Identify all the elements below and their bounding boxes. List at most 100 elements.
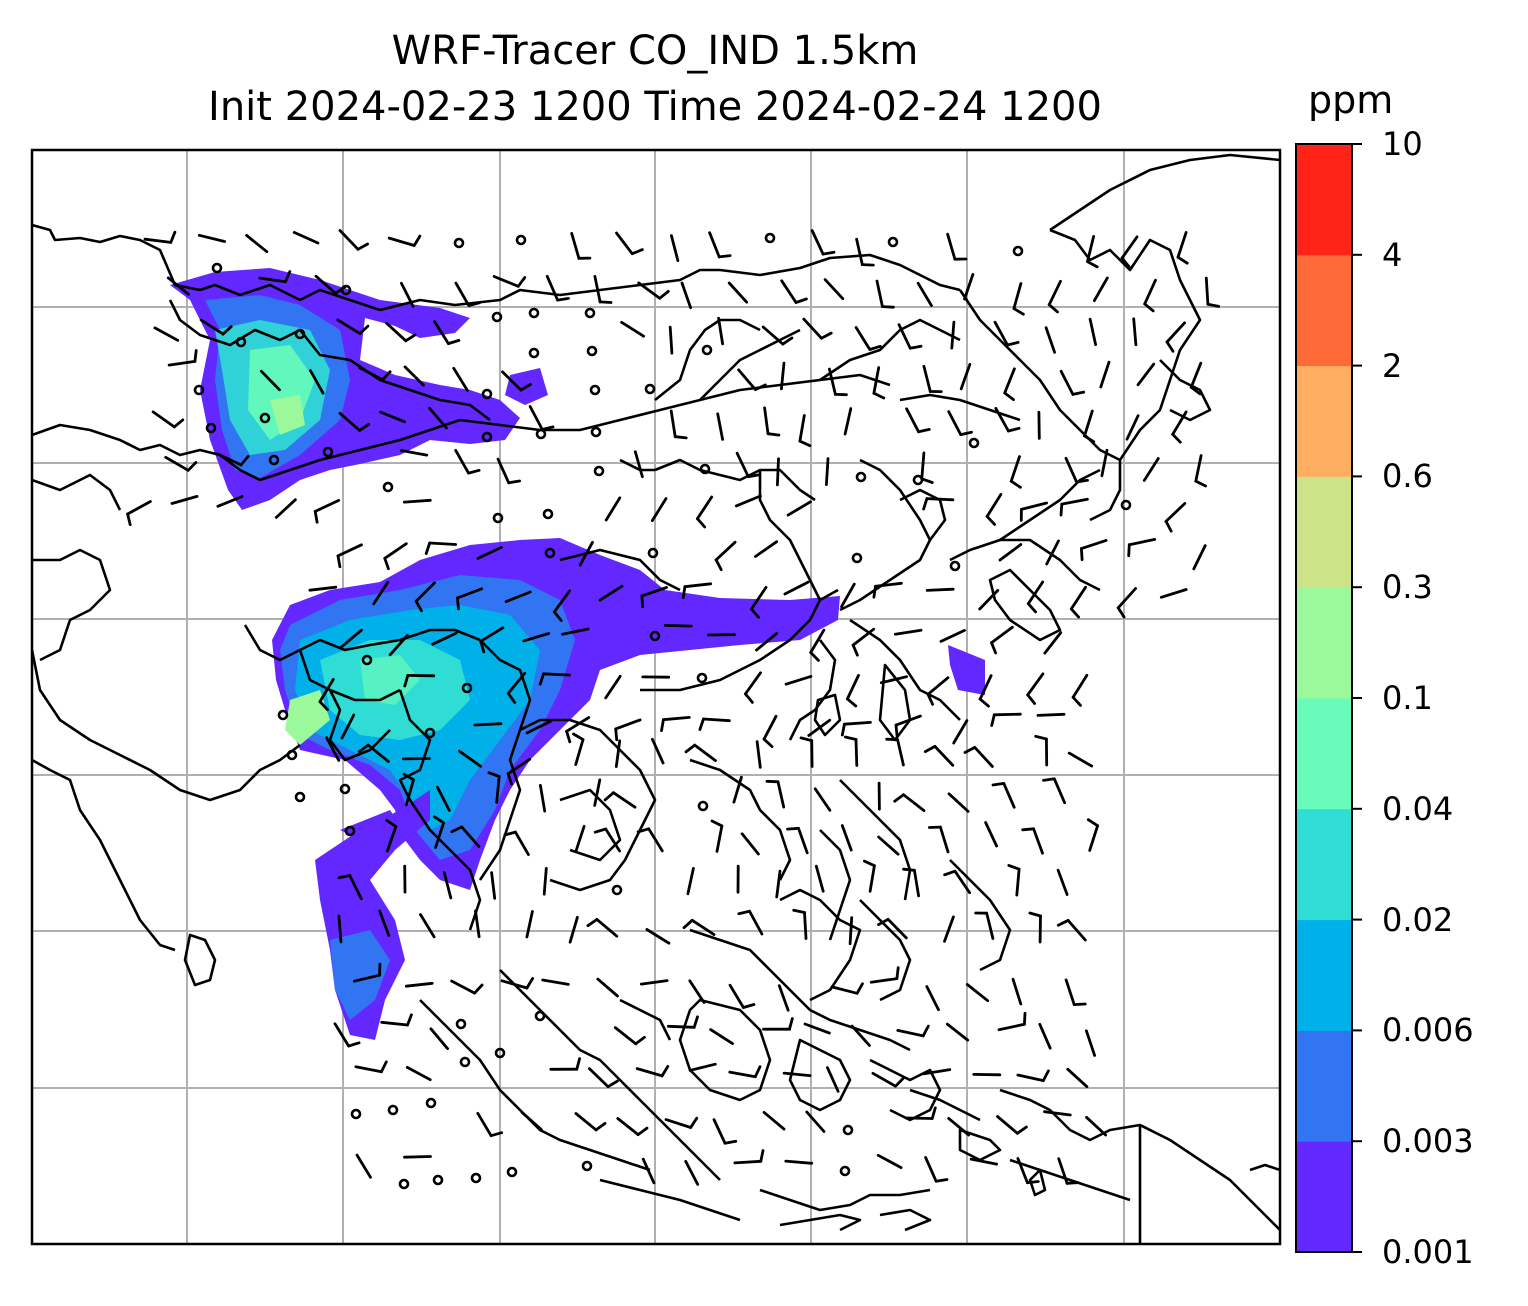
wind-barb-flag <box>126 512 132 527</box>
wind-barb-shaft <box>1044 326 1056 354</box>
wind-barb-flag <box>930 1106 937 1120</box>
wind-barb-shaft <box>840 582 856 609</box>
wind-barb-shaft <box>404 981 434 988</box>
calm-wind-circle <box>494 1047 506 1059</box>
wind-barb-shaft <box>663 624 693 628</box>
wind-barb-shaft <box>473 722 503 727</box>
calm-wind-circle <box>211 262 223 274</box>
wind-barb-flag <box>336 554 342 569</box>
wind-barb-flag <box>358 324 370 336</box>
wind-barb-flag <box>658 289 670 300</box>
wind-barb-flag <box>894 723 899 738</box>
wind-barb-shaft <box>896 738 905 767</box>
wind-barb-shaft <box>664 1118 693 1129</box>
wind-barb-flag <box>851 643 859 657</box>
wind-barb-shaft <box>476 1111 493 1138</box>
wind-barb-shaft <box>378 909 391 937</box>
wind-barb-shaft <box>308 369 325 395</box>
wind-barb-shaft <box>1083 409 1094 438</box>
calm-wind-circle <box>647 547 659 559</box>
wind-barb-shaft <box>215 452 243 467</box>
colorbar-segment <box>1296 919 1352 1031</box>
wind-barb-flag <box>525 977 534 990</box>
wind-barb-shaft <box>258 276 287 284</box>
wind-barb-flag <box>1069 607 1080 619</box>
wind-barb-shaft <box>668 325 674 355</box>
wind-barb-shaft <box>993 320 1009 347</box>
wind-barb-shaft <box>614 739 622 768</box>
wind-barb-flag <box>809 651 820 662</box>
wind-barb-flag <box>766 432 781 437</box>
wind-barb-flag <box>1080 547 1084 561</box>
wind-barb-shaft <box>922 1068 952 1076</box>
wind-barb-flag <box>487 771 501 778</box>
calm-wind-circle <box>839 1165 851 1177</box>
wind-barb-shaft <box>947 410 963 437</box>
wind-barb-shaft <box>823 278 845 301</box>
wind-barb-flag <box>877 917 890 926</box>
wind-barb-shaft <box>946 232 957 261</box>
wind-barb-flag <box>1007 864 1021 871</box>
wind-barb-shaft <box>776 457 780 487</box>
wind-barb-shaft <box>926 676 950 696</box>
wind-barb-shaft <box>1064 456 1078 484</box>
wind-barb-shaft <box>399 281 415 308</box>
wind-barb-shaft <box>604 827 621 853</box>
wind-barb-shaft <box>383 542 408 560</box>
wind-barb-shaft <box>868 864 876 893</box>
wind-barb-shaft <box>925 985 940 1012</box>
wind-barb-shaft <box>552 589 571 614</box>
calm-wind-circle <box>344 825 356 837</box>
colorbar-tick-label: 0.3 <box>1382 568 1433 607</box>
wind-barb-shaft <box>428 541 458 546</box>
wind-barb-shaft <box>905 407 920 434</box>
calm-wind-circle <box>398 1178 410 1190</box>
wind-barb-flag <box>710 819 724 828</box>
calm-wind-circle <box>590 426 602 438</box>
wind-barb-shaft <box>1043 631 1063 655</box>
wind-barb-flag <box>660 718 665 732</box>
wind-barb-flag <box>450 825 464 834</box>
calm-wind-circle <box>425 1097 437 1109</box>
wind-barb-shaft <box>1088 317 1097 347</box>
colorbar-segment <box>1296 476 1352 588</box>
wind-barb-flag <box>1127 543 1131 558</box>
calm-wind-circle <box>584 307 596 319</box>
wind-barb-shaft <box>595 918 619 938</box>
wind-barb-flag <box>594 1122 607 1132</box>
wind-barb-flag <box>1007 426 1021 433</box>
wind-barb-shaft <box>755 632 778 652</box>
wind-barb-flag <box>846 697 858 708</box>
calm-wind-circle <box>294 328 306 340</box>
wind-barb-shaft <box>366 743 390 763</box>
wind-barb-shaft <box>1194 454 1203 483</box>
wind-barb-shaft <box>166 276 190 296</box>
wind-barb-flag <box>169 230 177 244</box>
wind-barb-flag <box>872 584 877 599</box>
wind-barb-shaft <box>574 738 585 766</box>
wind-barb-shaft <box>754 540 779 558</box>
wind-barb-shaft <box>755 740 762 769</box>
calm-wind-circle <box>361 654 373 666</box>
wind-barb-shaft <box>894 714 922 727</box>
wind-barb-flag <box>1047 303 1059 314</box>
wind-barb-flag <box>1009 479 1022 489</box>
calm-wind-circle <box>644 383 656 395</box>
wind-barb-shaft <box>1143 278 1157 306</box>
wind-barb-flag <box>985 515 996 526</box>
wind-barb-flag <box>221 325 233 336</box>
wind-barb-flag <box>885 737 899 742</box>
wind-barb-shaft <box>501 370 523 392</box>
wind-barb-flag <box>193 349 198 363</box>
colorbar-tick-label: 4 <box>1382 235 1403 274</box>
wind-barb-shaft <box>737 368 757 392</box>
wind-barb-shaft <box>1125 414 1140 441</box>
wind-barb-shaft <box>313 498 341 513</box>
wind-barb-flag <box>552 610 563 622</box>
wind-barb-flag <box>381 370 392 382</box>
wind-barb-shaft <box>574 824 586 853</box>
wind-barb-shaft <box>735 451 750 479</box>
wind-barb-flag <box>284 270 292 284</box>
wind-barb-shaft <box>1132 317 1138 347</box>
wind-barb-flag <box>682 918 694 930</box>
